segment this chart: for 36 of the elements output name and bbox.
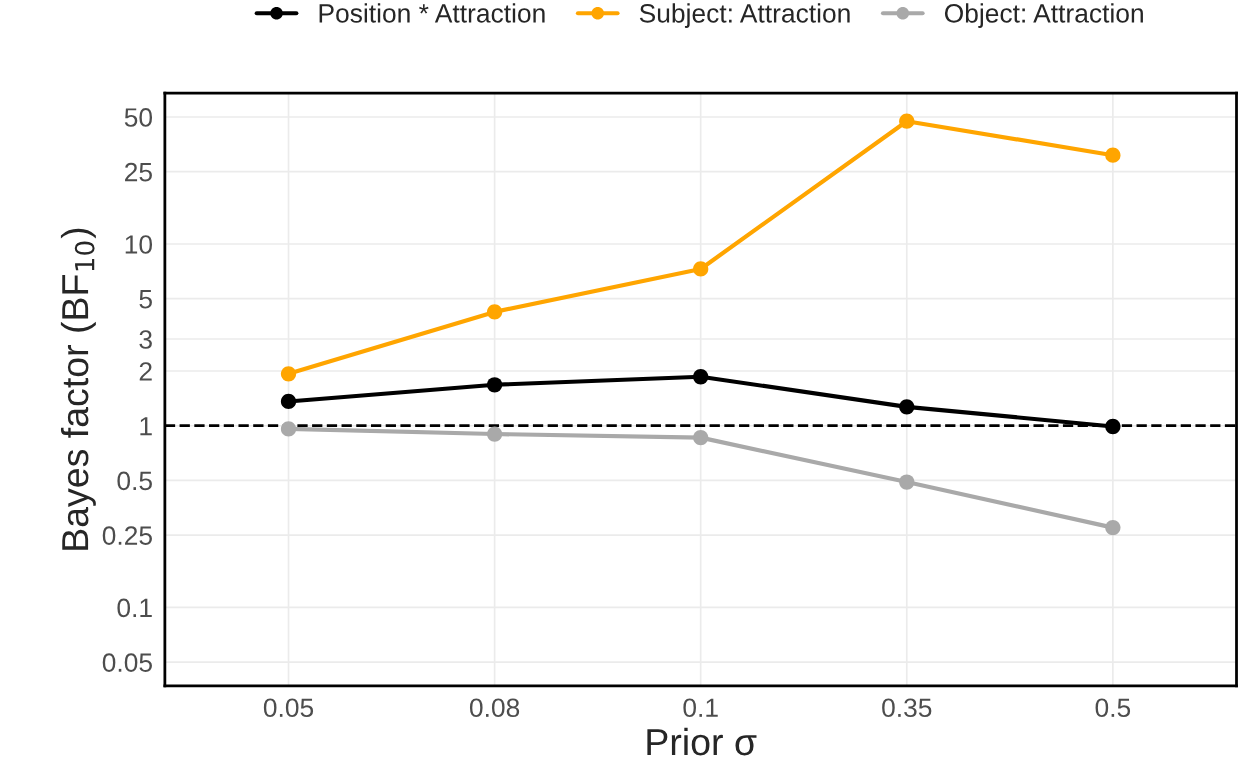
x-tick-label: 0.1 <box>683 698 718 718</box>
legend-label: Subject: Attraction <box>639 3 850 28</box>
y-tick-label: 2 <box>139 362 152 381</box>
point <box>693 429 709 446</box>
y-tick-label: 0.1 <box>117 598 152 618</box>
y-tick-label: 50 <box>124 108 153 127</box>
x-tick-label: 0.5 <box>1095 698 1131 718</box>
x-tick-label: 0.05 <box>263 698 314 718</box>
point <box>1105 418 1121 435</box>
point <box>693 261 709 277</box>
y-tick-label: 1 <box>140 417 152 436</box>
point <box>280 421 297 437</box>
y-tick-label: 5 <box>139 290 152 309</box>
point <box>280 393 297 410</box>
point <box>899 113 915 129</box>
point <box>693 369 709 385</box>
x-tick-label: 0.08 <box>469 698 520 718</box>
point <box>899 474 915 490</box>
legend-label: Object: Attraction <box>944 3 1143 28</box>
point <box>899 399 915 415</box>
y-tick-label: 0.5 <box>117 471 152 491</box>
y-tick-label: 0.25 <box>102 526 152 545</box>
point <box>486 426 503 442</box>
point <box>1105 147 1121 163</box>
y-tick-label: 10 <box>125 235 153 254</box>
y-tick-label: 0.05 <box>102 653 152 672</box>
point <box>1105 519 1121 536</box>
point <box>486 304 503 320</box>
legend-label: Position * Attraction <box>319 3 545 23</box>
x-tick-label: 0.35 <box>882 698 932 718</box>
y-tick-label: 25 <box>125 162 152 182</box>
y-axis-title: Bayes factor (BF$_{10}$) <box>60 228 96 550</box>
point <box>280 366 297 382</box>
point <box>486 377 503 393</box>
x-axis-title: Prior σ <box>647 727 757 756</box>
y-tick-label: 3 <box>139 330 152 349</box>
